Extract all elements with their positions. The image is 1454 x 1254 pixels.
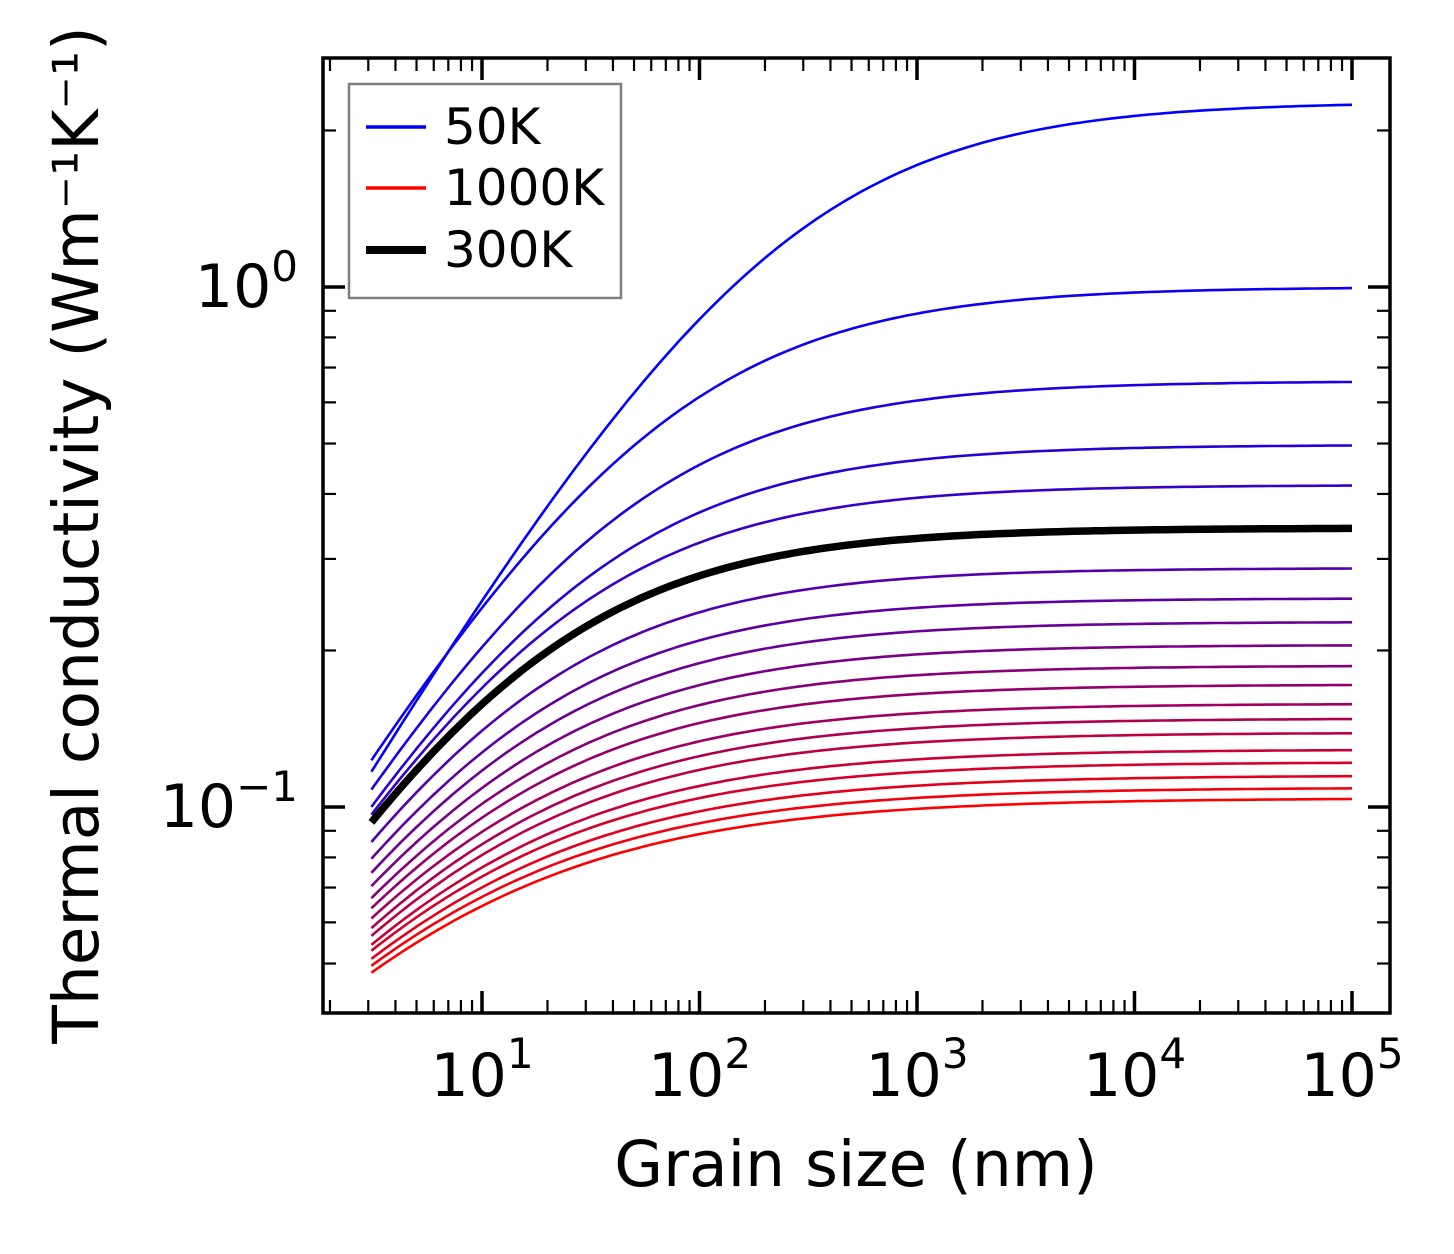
legend-label-300K: 300K xyxy=(444,221,573,279)
x-tick-label-10^3: 103 xyxy=(865,1029,968,1111)
curve-100K xyxy=(370,286,1353,762)
curve-450K xyxy=(370,620,1352,874)
x-tick-label-10^2: 102 xyxy=(648,1029,751,1111)
curve-600K xyxy=(370,683,1353,910)
axis-ticks xyxy=(323,58,1390,1013)
curve-250K xyxy=(370,484,1352,816)
curves xyxy=(368,103,1353,974)
curve-550K xyxy=(370,664,1353,900)
curve-850K xyxy=(370,761,1352,952)
tick-labels: 101 102 103 104 105 100 10−1 xyxy=(160,242,1404,1111)
x-tick-label-10^5: 105 xyxy=(1300,1029,1403,1111)
curve-500K xyxy=(370,644,1352,888)
y-axis-label: Thermal conductivity (Wm⁻¹K⁻¹) xyxy=(40,26,113,1044)
curve-650K xyxy=(370,702,1353,920)
curve-1000K xyxy=(370,797,1353,974)
curve-950K xyxy=(370,787,1353,967)
y-tick-label-10^0: 100 xyxy=(195,242,298,322)
curve-200K xyxy=(370,444,1353,808)
legend-label-1000K: 1000K xyxy=(444,159,605,217)
curve-800K xyxy=(370,748,1352,946)
legend-label-50K: 50K xyxy=(444,98,542,156)
curve-350K xyxy=(370,567,1353,843)
legend: 50K 1000K 300K xyxy=(347,82,623,300)
curve-400K xyxy=(370,597,1352,860)
curve-750K xyxy=(370,731,1352,937)
y-tick-label-10^-1: 10−1 xyxy=(160,762,298,842)
legend-box xyxy=(347,82,623,300)
curve-50K xyxy=(370,103,1353,773)
curve-900K xyxy=(370,774,1352,960)
curve-150K xyxy=(370,380,1352,791)
x-tick-label-10^1: 101 xyxy=(430,1029,533,1111)
x-axis-label: Grain size (nm) xyxy=(614,1128,1097,1201)
curve-300K xyxy=(368,524,1352,825)
curve-700K xyxy=(370,717,1352,930)
plot-frame xyxy=(321,56,1392,1015)
x-tick-label-10^4: 104 xyxy=(1083,1029,1186,1111)
